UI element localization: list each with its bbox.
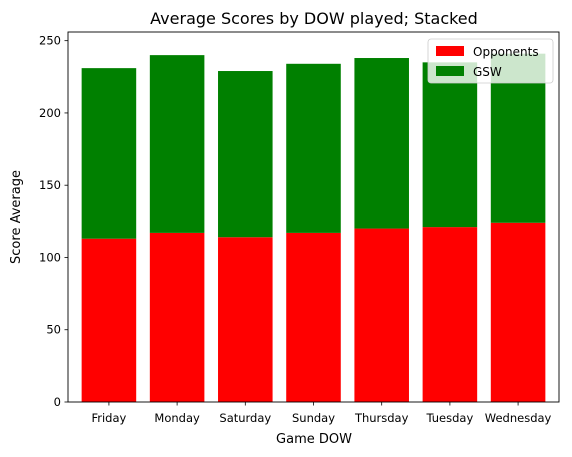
- x-tick-label-sunday: Sunday: [292, 411, 335, 425]
- x-tick-label-thursday: Thursday: [354, 411, 409, 425]
- legend-swatch-opponents: [436, 46, 464, 56]
- bar-gsw-monday: [149, 55, 205, 233]
- x-tick-label-monday: Monday: [154, 411, 200, 425]
- x-tick-label-saturday: Saturday: [219, 411, 271, 425]
- x-axis-ticks: Friday Monday Saturday Sunday Thursday Tuesda…: [91, 402, 552, 425]
- y-axis-ticks: 0 50 100 150 200 250: [39, 34, 68, 409]
- y-tick-label: 150: [39, 178, 61, 192]
- legend-label-opponents: Opponents: [473, 45, 539, 59]
- x-tick-label-friday: Friday: [91, 411, 126, 425]
- x-tick-label-tuesday: Tuesday: [425, 411, 473, 425]
- bar-gsw-friday: [81, 68, 137, 239]
- legend-swatch-gsw: [436, 66, 464, 76]
- chart-title: Average Scores by DOW played; Stacked: [150, 9, 478, 28]
- bar-gsw-sunday: [286, 63, 341, 233]
- bar-gsw-tuesday: [422, 62, 478, 228]
- y-axis-label: Score Average: [9, 170, 24, 264]
- y-tick-label: 250: [39, 34, 61, 48]
- bar-gsw-saturday: [218, 71, 273, 238]
- y-tick-label: 50: [46, 323, 61, 337]
- y-tick-label: 100: [39, 250, 61, 264]
- y-tick-label: 0: [54, 395, 61, 409]
- bar-opponents-wednesday: [490, 222, 546, 402]
- legend: Opponents GSW: [427, 38, 554, 84]
- bar-opponents-saturday: [218, 237, 273, 402]
- legend-label-gsw: GSW: [473, 65, 502, 79]
- bar-opponents-tuesday: [422, 227, 478, 402]
- x-axis-label: Game DOW: [276, 432, 352, 447]
- y-tick-label: 200: [39, 106, 61, 120]
- x-tick-label-wednesday: Wednesday: [485, 411, 552, 425]
- bar-opponents-friday: [81, 238, 137, 402]
- bar-opponents-thursday: [354, 228, 409, 402]
- bars-layer: [81, 53, 546, 402]
- bar-gsw-thursday: [354, 58, 409, 229]
- bar-opponents-sunday: [286, 232, 341, 402]
- bar-opponents-monday: [149, 232, 205, 402]
